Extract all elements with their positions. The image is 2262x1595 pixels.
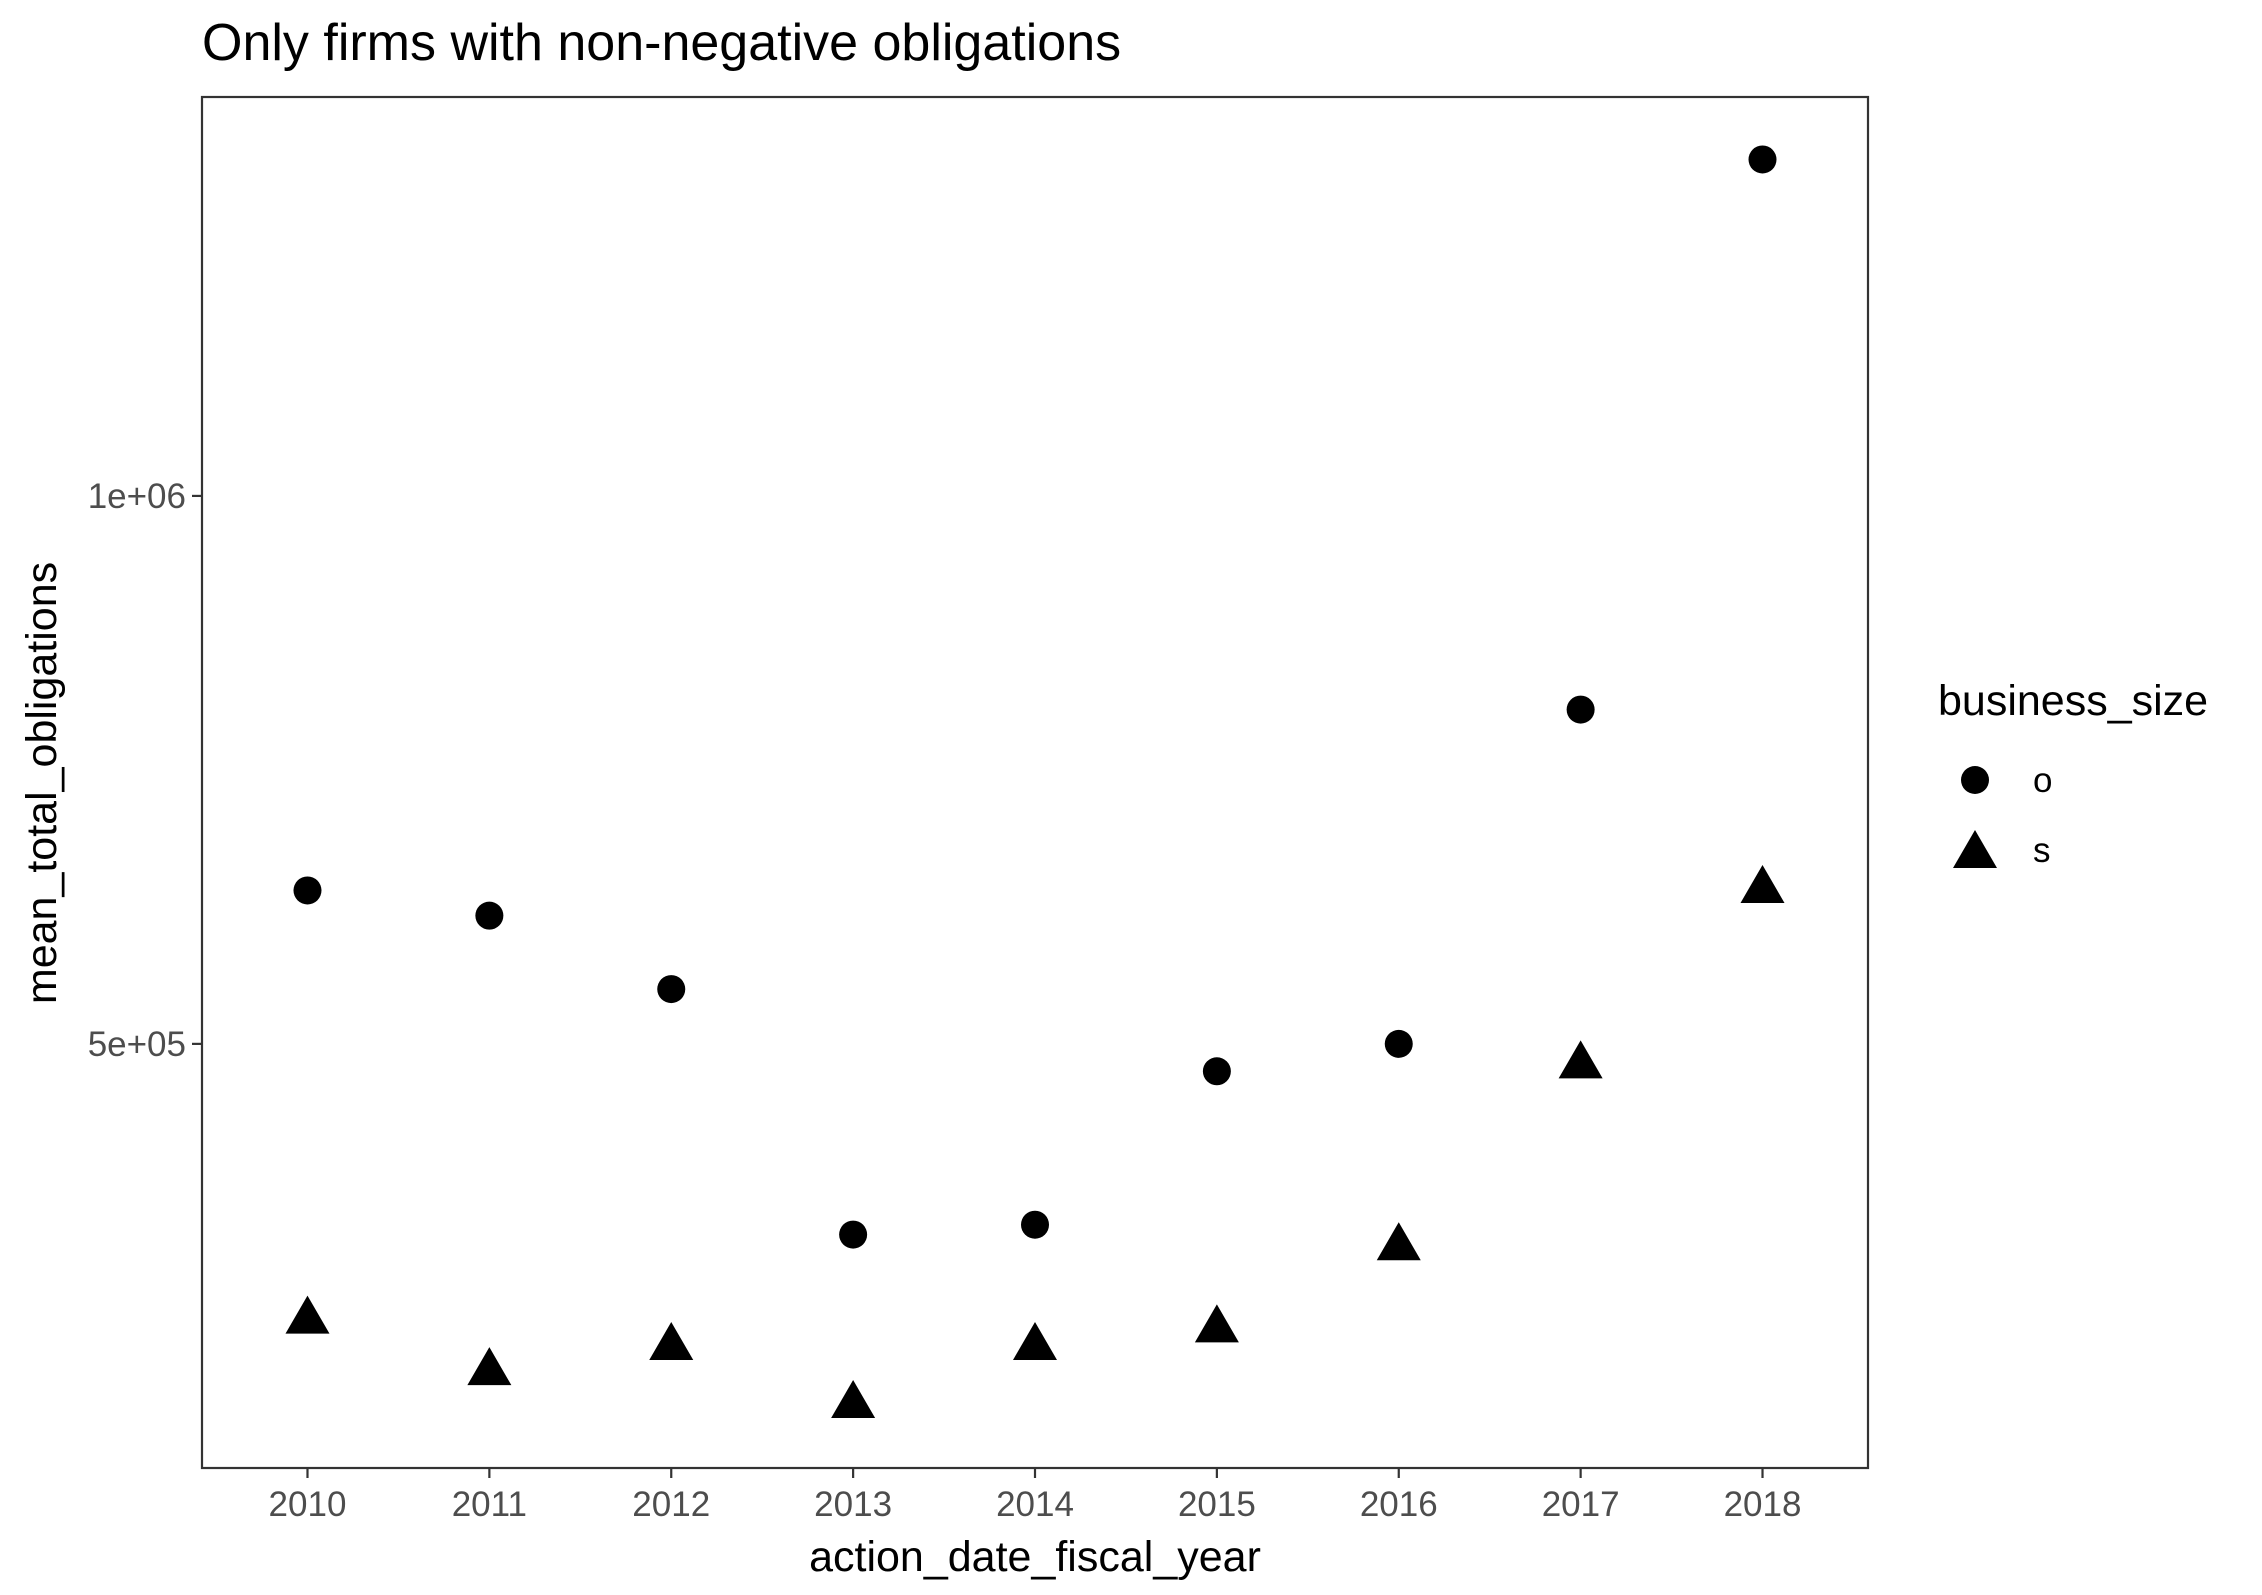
x-tick-label: 2011 <box>452 1485 527 1524</box>
legend: business_size os <box>1938 677 2208 870</box>
point-s <box>1194 1304 1239 1343</box>
point-s <box>1376 1222 1421 1261</box>
point-o <box>1202 1057 1231 1086</box>
legend-title: business_size <box>1938 677 2208 725</box>
legend-key-s <box>1953 830 1997 868</box>
point-s <box>467 1347 512 1386</box>
x-axis-title: action_date_fiscal_year <box>809 1533 1261 1581</box>
point-o <box>475 901 504 930</box>
y-tick-label: 1e+06 <box>88 477 186 516</box>
data-points <box>285 145 1785 1419</box>
x-tick-label: 2013 <box>814 1485 892 1524</box>
point-o <box>657 975 686 1004</box>
x-tick-label: 2012 <box>632 1485 710 1524</box>
point-s <box>649 1321 694 1360</box>
point-s <box>1013 1321 1057 1360</box>
point-s <box>831 1380 876 1419</box>
y-axis-title: mean_total_obligations <box>18 562 66 1004</box>
point-o <box>1748 145 1777 174</box>
legend-label-s: s <box>2033 831 2051 870</box>
point-o <box>1566 695 1595 724</box>
point-s <box>1740 864 1785 903</box>
x-tick-label: 2016 <box>1360 1485 1438 1524</box>
y-axis: 5e+05 1e+06 <box>88 477 202 1064</box>
legend-keys: os <box>1953 761 2052 870</box>
point-o <box>293 876 322 905</box>
x-tick-label: 2010 <box>269 1485 347 1524</box>
chart-title: Only firms with non-negative obligations <box>202 14 1121 72</box>
y-tick-label: 5e+05 <box>88 1025 186 1064</box>
point-o <box>839 1220 868 1249</box>
x-tick-label: 2018 <box>1724 1485 1802 1524</box>
plot-panel <box>200 95 1870 1470</box>
point-s <box>285 1295 330 1334</box>
x-tick-label: 2017 <box>1542 1485 1620 1524</box>
point-s <box>1558 1040 1603 1079</box>
legend-label-o: o <box>2033 761 2052 800</box>
point-o <box>1384 1029 1413 1058</box>
x-axis: 2010 2011 2012 2013 2014 2015 2016 2017 2018 <box>269 1468 1802 1524</box>
x-tick-label: 2014 <box>996 1485 1074 1524</box>
x-tick-label: 2015 <box>1178 1485 1256 1524</box>
point-o <box>1021 1210 1049 1239</box>
legend-key-o <box>1961 766 1989 794</box>
